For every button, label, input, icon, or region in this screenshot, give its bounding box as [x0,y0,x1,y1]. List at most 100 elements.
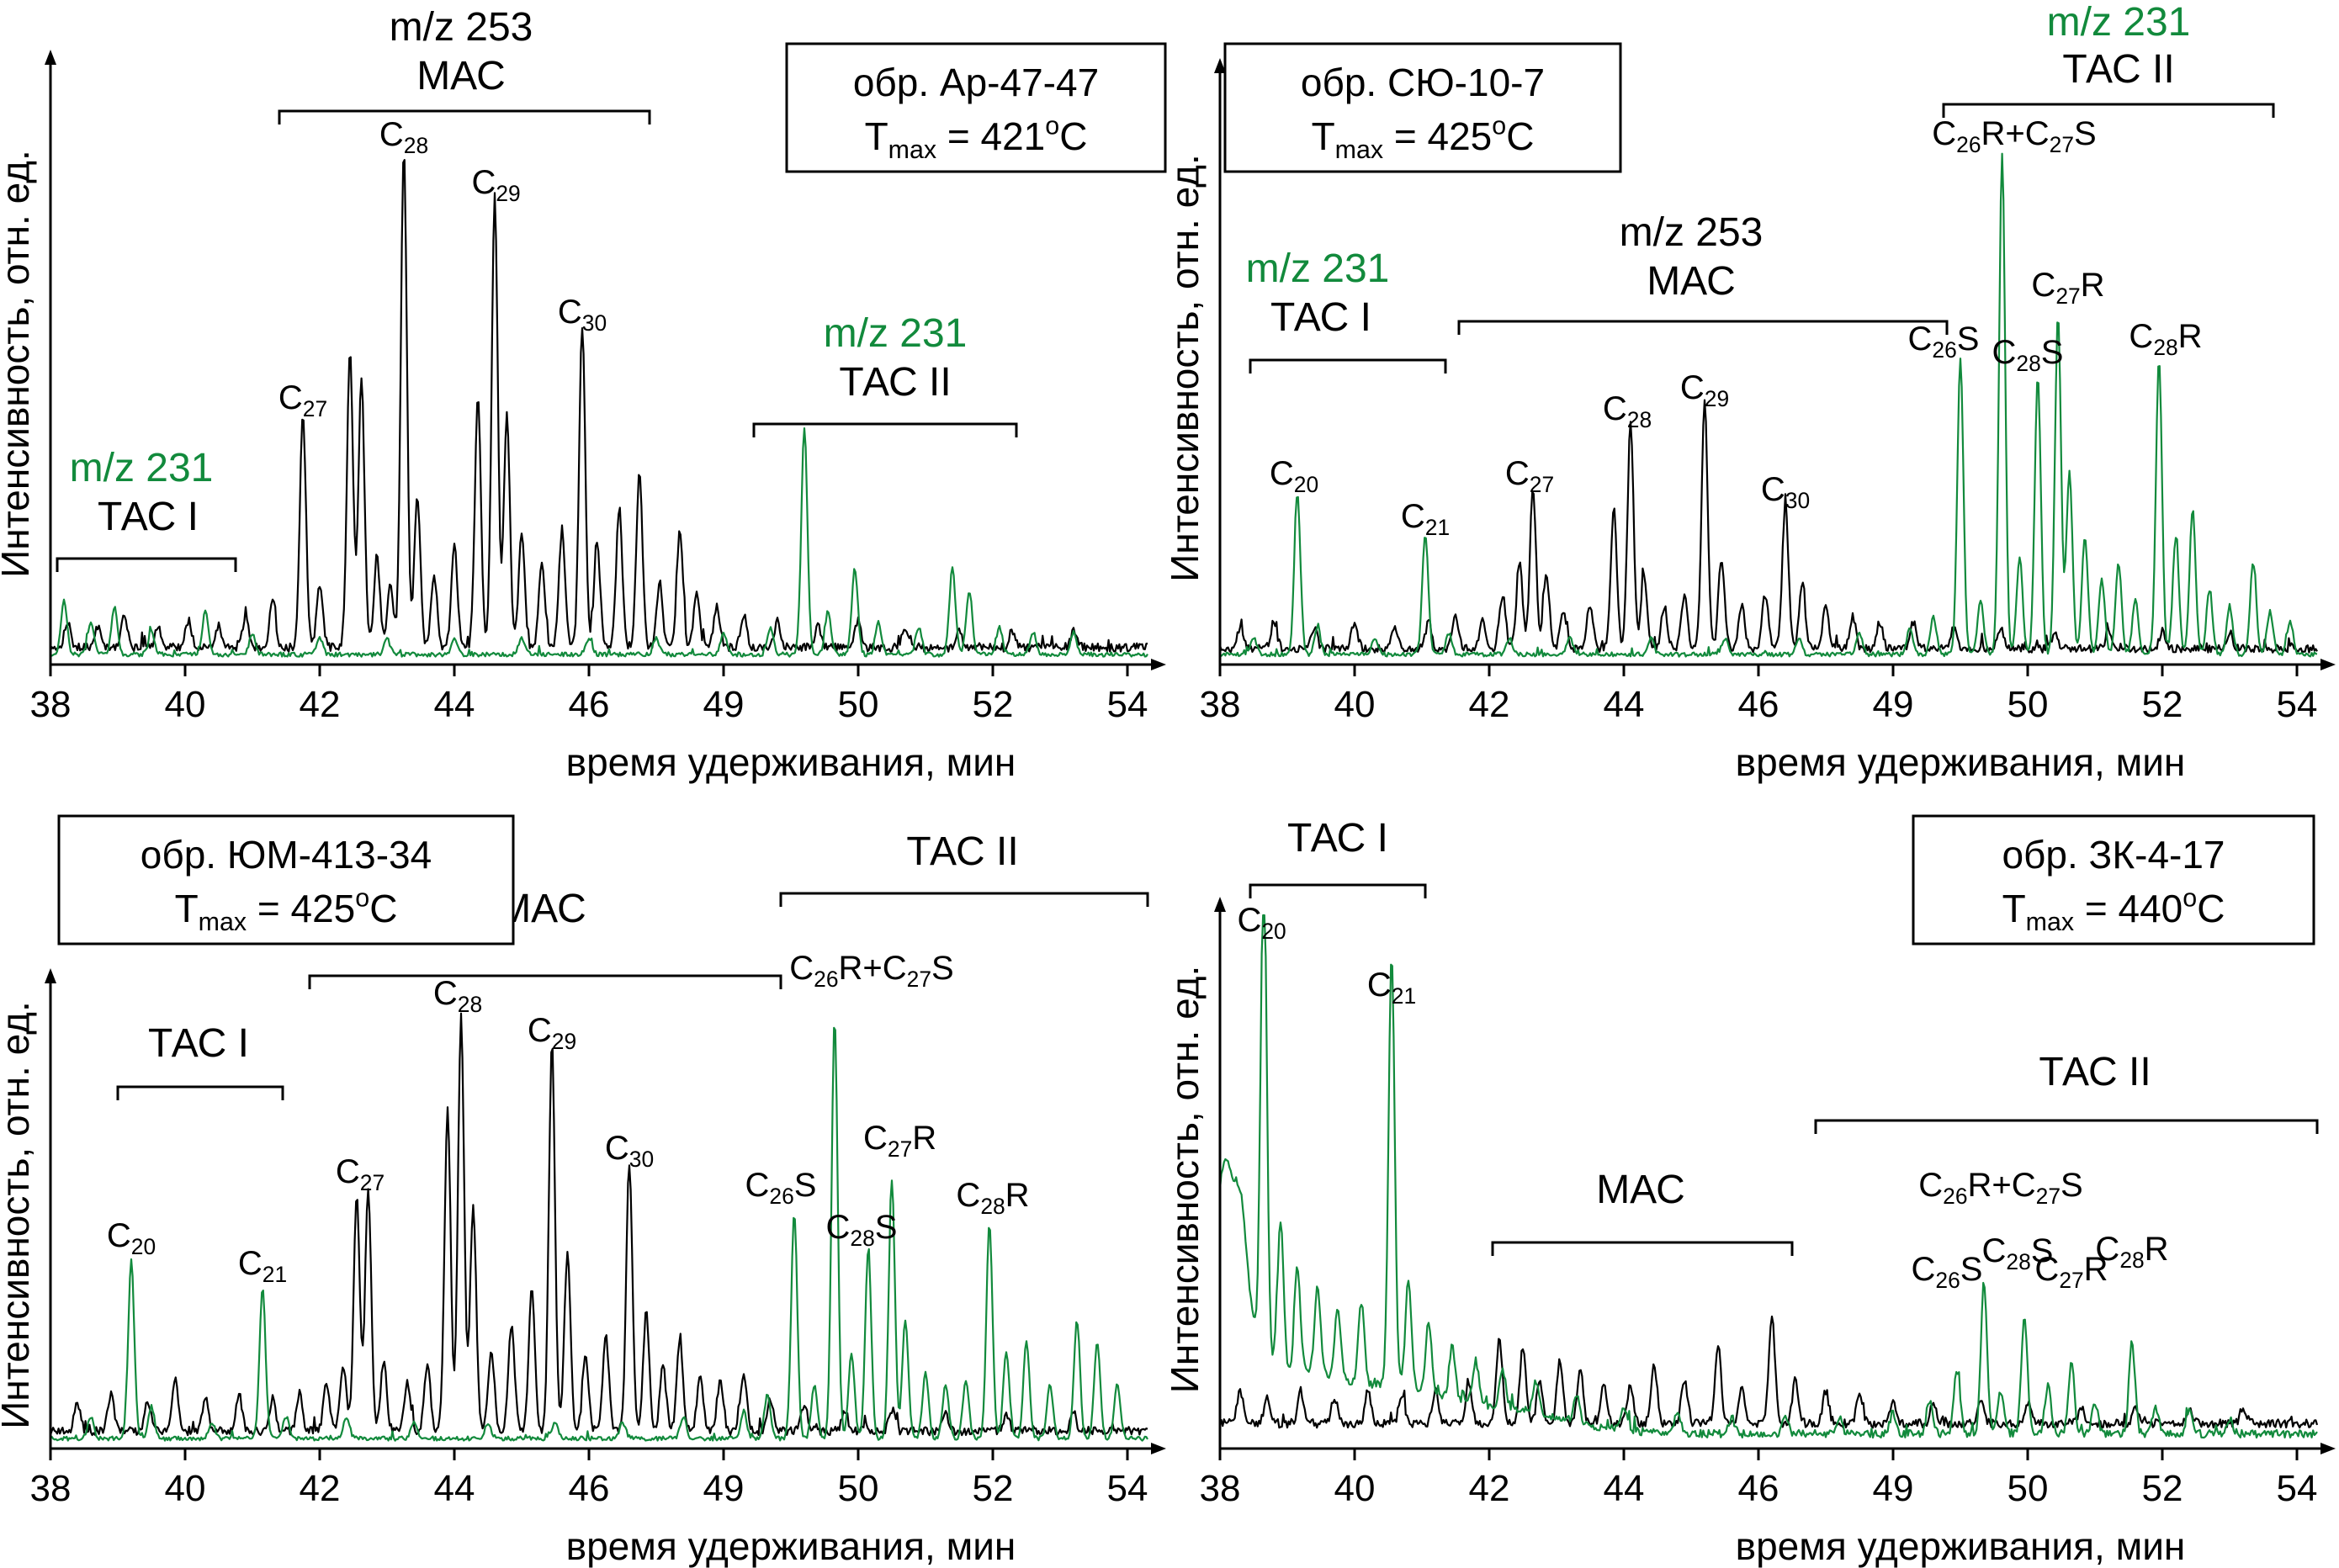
peak-label: C26S [1912,1251,1983,1293]
annotation-label: ТАС II [2039,1050,2151,1094]
x-tick-label: 40 [1334,684,1376,725]
annotation-label: МАС [416,54,506,98]
peak-label: C28S [1992,334,2064,376]
sample-name: обр. Ар-47-47 [853,61,1099,104]
peak-label: C27R [2034,1251,2108,1293]
sample-tmax: Tmax = 425oC [1312,112,1535,165]
x-tick-label: 49 [1873,684,1914,725]
chromatogram-svg-yum-413-34: 38 40 42 44 46 49 50 52 54 время удерживания, мин… [0,814,1166,1568]
chromatogram-svg-zk-4-17: 38 40 42 44 46 49 50 52 54 время удерживания, мин… [1170,814,2336,1568]
annotation-label: m/z 231 [824,311,968,356]
peak-label: C27R [2031,267,2104,309]
annotation-label: ТАС I [98,495,199,539]
x-tick-label: 54 [1107,684,1148,725]
x-tick-label: 40 [165,684,206,725]
peak-label: C26R+C27S [1932,115,2096,157]
peak-label: C30 [1761,471,1810,513]
x-tick-label: 40 [165,1468,206,1509]
range-bracket [779,892,1149,907]
y-axis-title: Интенсивность, отн. ед. [0,1001,37,1429]
x-tick-label: 49 [1873,1468,1914,1509]
sample-tmax: Tmax = 425oC [175,884,398,937]
x-tick-label: 52 [973,1468,1014,1509]
chromatogram-panel-ar-47-47: 38 40 42 44 46 49 50 52 54 время удерживания, мин… [0,0,1170,784]
range-bracket [116,1085,284,1100]
x-tick-label: 46 [1738,1468,1779,1509]
x-tick-label: 44 [1604,684,1645,725]
x-axis-arrow-icon [2320,659,2336,670]
sample-name: обр. ЗК-4-17 [2002,833,2225,877]
x-tick-label: 38 [1200,1468,1241,1509]
peak-label: C28 [379,116,428,158]
annotation-label: ТАС II [2062,47,2174,92]
x-axis-arrow-icon [1151,1443,1166,1454]
sample-tmax: Tmax = 421oC [865,112,1088,165]
x-tick-label: 46 [569,1468,610,1509]
peak-label: C28R [2129,318,2202,360]
peak-label: C20 [1237,902,1286,944]
x-tick-label: 54 [2277,1468,2318,1509]
x-tick-label: 50 [2008,1468,2049,1509]
trace-mz231 [50,427,1148,658]
range-bracket [56,557,237,572]
chromatogram-svg-syu-10-7: 38 40 42 44 46 49 50 52 54 время удерживания, мин… [1170,0,2336,784]
peak-label: C29 [471,164,520,206]
range-bracket [1942,103,2275,118]
range-bracket [1249,883,1427,898]
trace-mz253 [49,1012,1148,1437]
annotation-label: ТАС II [906,829,1018,874]
trace-mz253 [49,159,1148,653]
range-bracket [1491,1241,1794,1256]
y-axis-arrow-icon [1214,58,1226,73]
annotation-label: ТАС I [1270,295,1371,340]
peak-label: C20 [1270,455,1318,497]
chromatogram-panel-syu-10-7: 38 40 42 44 46 49 50 52 54 время удерживания, мин… [1170,0,2339,784]
x-tick-label: 42 [300,684,341,725]
peak-label: C26S [745,1167,817,1209]
peak-label: C26R+C27S [789,950,953,992]
chromatogram-panel-zk-4-17: 38 40 42 44 46 49 50 52 54 время удерживания, мин… [1170,784,2339,1568]
x-tick-label: 54 [2277,684,2318,725]
x-tick-label: 44 [434,1468,475,1509]
x-tick-label: 52 [973,684,1014,725]
x-tick-label: 40 [1334,1468,1376,1509]
chromatogram-panel-yum-413-34: 38 40 42 44 46 49 50 52 54 время удерживания, мин… [0,784,1170,1568]
peak-label: C27R [863,1120,936,1162]
annotation-label: m/z 231 [70,446,214,490]
x-axis-arrow-icon [1151,659,1166,670]
peak-label: C21 [1367,967,1416,1009]
x-tick-label: 49 [703,1468,745,1509]
sample-box [1912,814,2315,946]
y-axis-arrow-icon [1214,897,1226,912]
x-axis-arrow-icon [2320,1443,2336,1454]
sample-name: обр. ЮМ-413-34 [141,833,432,877]
annotation-label: МАС [1596,1168,1685,1212]
sample-box [1223,42,1622,173]
x-tick-label: 42 [300,1468,341,1509]
chromatogram-svg-ar-47-47: 38 40 42 44 46 49 50 52 54 время удерживания, мин… [0,5,1167,784]
peak-label: C29 [1680,369,1729,411]
x-tick-label: 44 [1604,1468,1645,1509]
peak-label: C28S [826,1209,898,1251]
sample-box [785,42,1167,173]
peak-label: C27 [278,379,327,421]
trace-mz231 [1219,152,2318,658]
peak-label: C28S [1982,1232,2054,1274]
trace-mz231 [50,1026,1148,1442]
peak-label: C30 [558,294,607,336]
annotation-label: ТАС II [839,360,951,405]
trace-mz253 [1218,399,2318,654]
x-tick-label: 50 [838,1468,879,1509]
x-tick-label: 49 [703,684,745,725]
peak-label: C26R+C27S [1918,1167,2082,1209]
peak-label: C29 [528,1012,576,1054]
annotation-label: ТАС I [1287,816,1388,861]
peak-label: C20 [107,1217,156,1259]
x-tick-label: 52 [2142,684,2183,725]
annotation-label: m/z 231 [1246,246,1390,291]
peak-label: C27 [1505,455,1554,497]
range-bracket [308,974,782,989]
peak-label: C26S [1908,320,1980,363]
x-tick-label: 54 [1107,1468,1148,1509]
